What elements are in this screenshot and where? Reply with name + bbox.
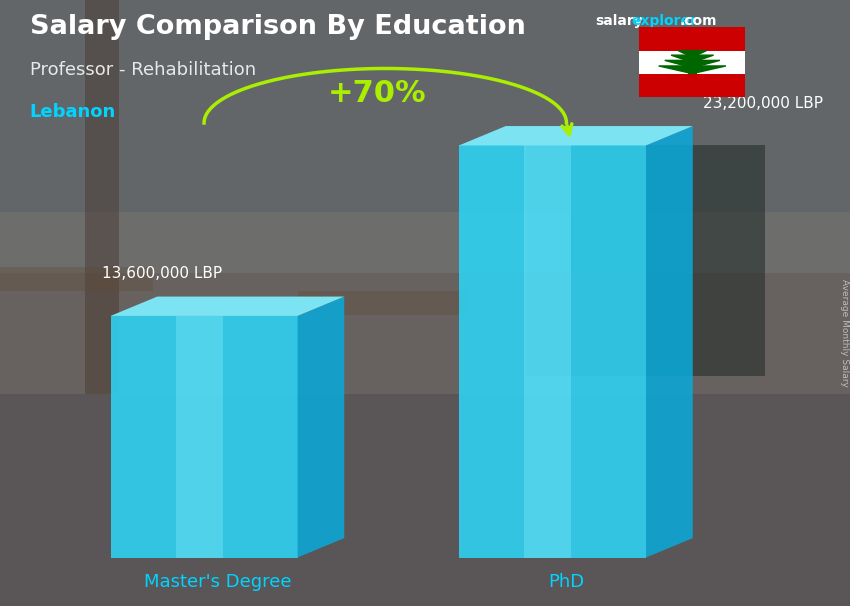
Bar [110, 316, 298, 558]
Polygon shape [678, 51, 706, 57]
Polygon shape [459, 126, 693, 145]
Bar [0, 267, 153, 291]
Text: PhD: PhD [548, 573, 585, 591]
Bar [688, 66, 697, 73]
Text: Salary Comparison By Education: Salary Comparison By Education [30, 15, 525, 40]
Text: 13,600,000 LBP: 13,600,000 LBP [102, 267, 222, 281]
Text: Average Monthly Salary: Average Monthly Salary [840, 279, 848, 387]
Bar [639, 51, 745, 73]
Bar [639, 27, 745, 51]
Bar [0, 273, 850, 606]
Bar [0, 212, 850, 394]
Polygon shape [298, 296, 344, 558]
Polygon shape [110, 296, 344, 316]
Bar [176, 316, 223, 558]
Text: salary: salary [595, 14, 643, 28]
Text: .com: .com [680, 14, 717, 28]
Text: Master's Degree: Master's Degree [144, 573, 292, 591]
Bar [459, 145, 646, 558]
Bar [639, 73, 745, 97]
Bar [0, 0, 850, 273]
Polygon shape [665, 61, 720, 68]
Text: Lebanon: Lebanon [30, 103, 116, 121]
Polygon shape [659, 66, 726, 73]
Bar [298, 291, 468, 315]
Text: Professor - Rehabilitation: Professor - Rehabilitation [30, 61, 256, 79]
Polygon shape [672, 55, 714, 62]
Text: 23,200,000 LBP: 23,200,000 LBP [703, 96, 823, 111]
Bar [85, 0, 119, 394]
Text: +70%: +70% [327, 79, 426, 107]
Text: explorer: explorer [632, 14, 697, 28]
Bar [527, 145, 765, 376]
Bar [524, 145, 571, 558]
Polygon shape [646, 126, 693, 558]
